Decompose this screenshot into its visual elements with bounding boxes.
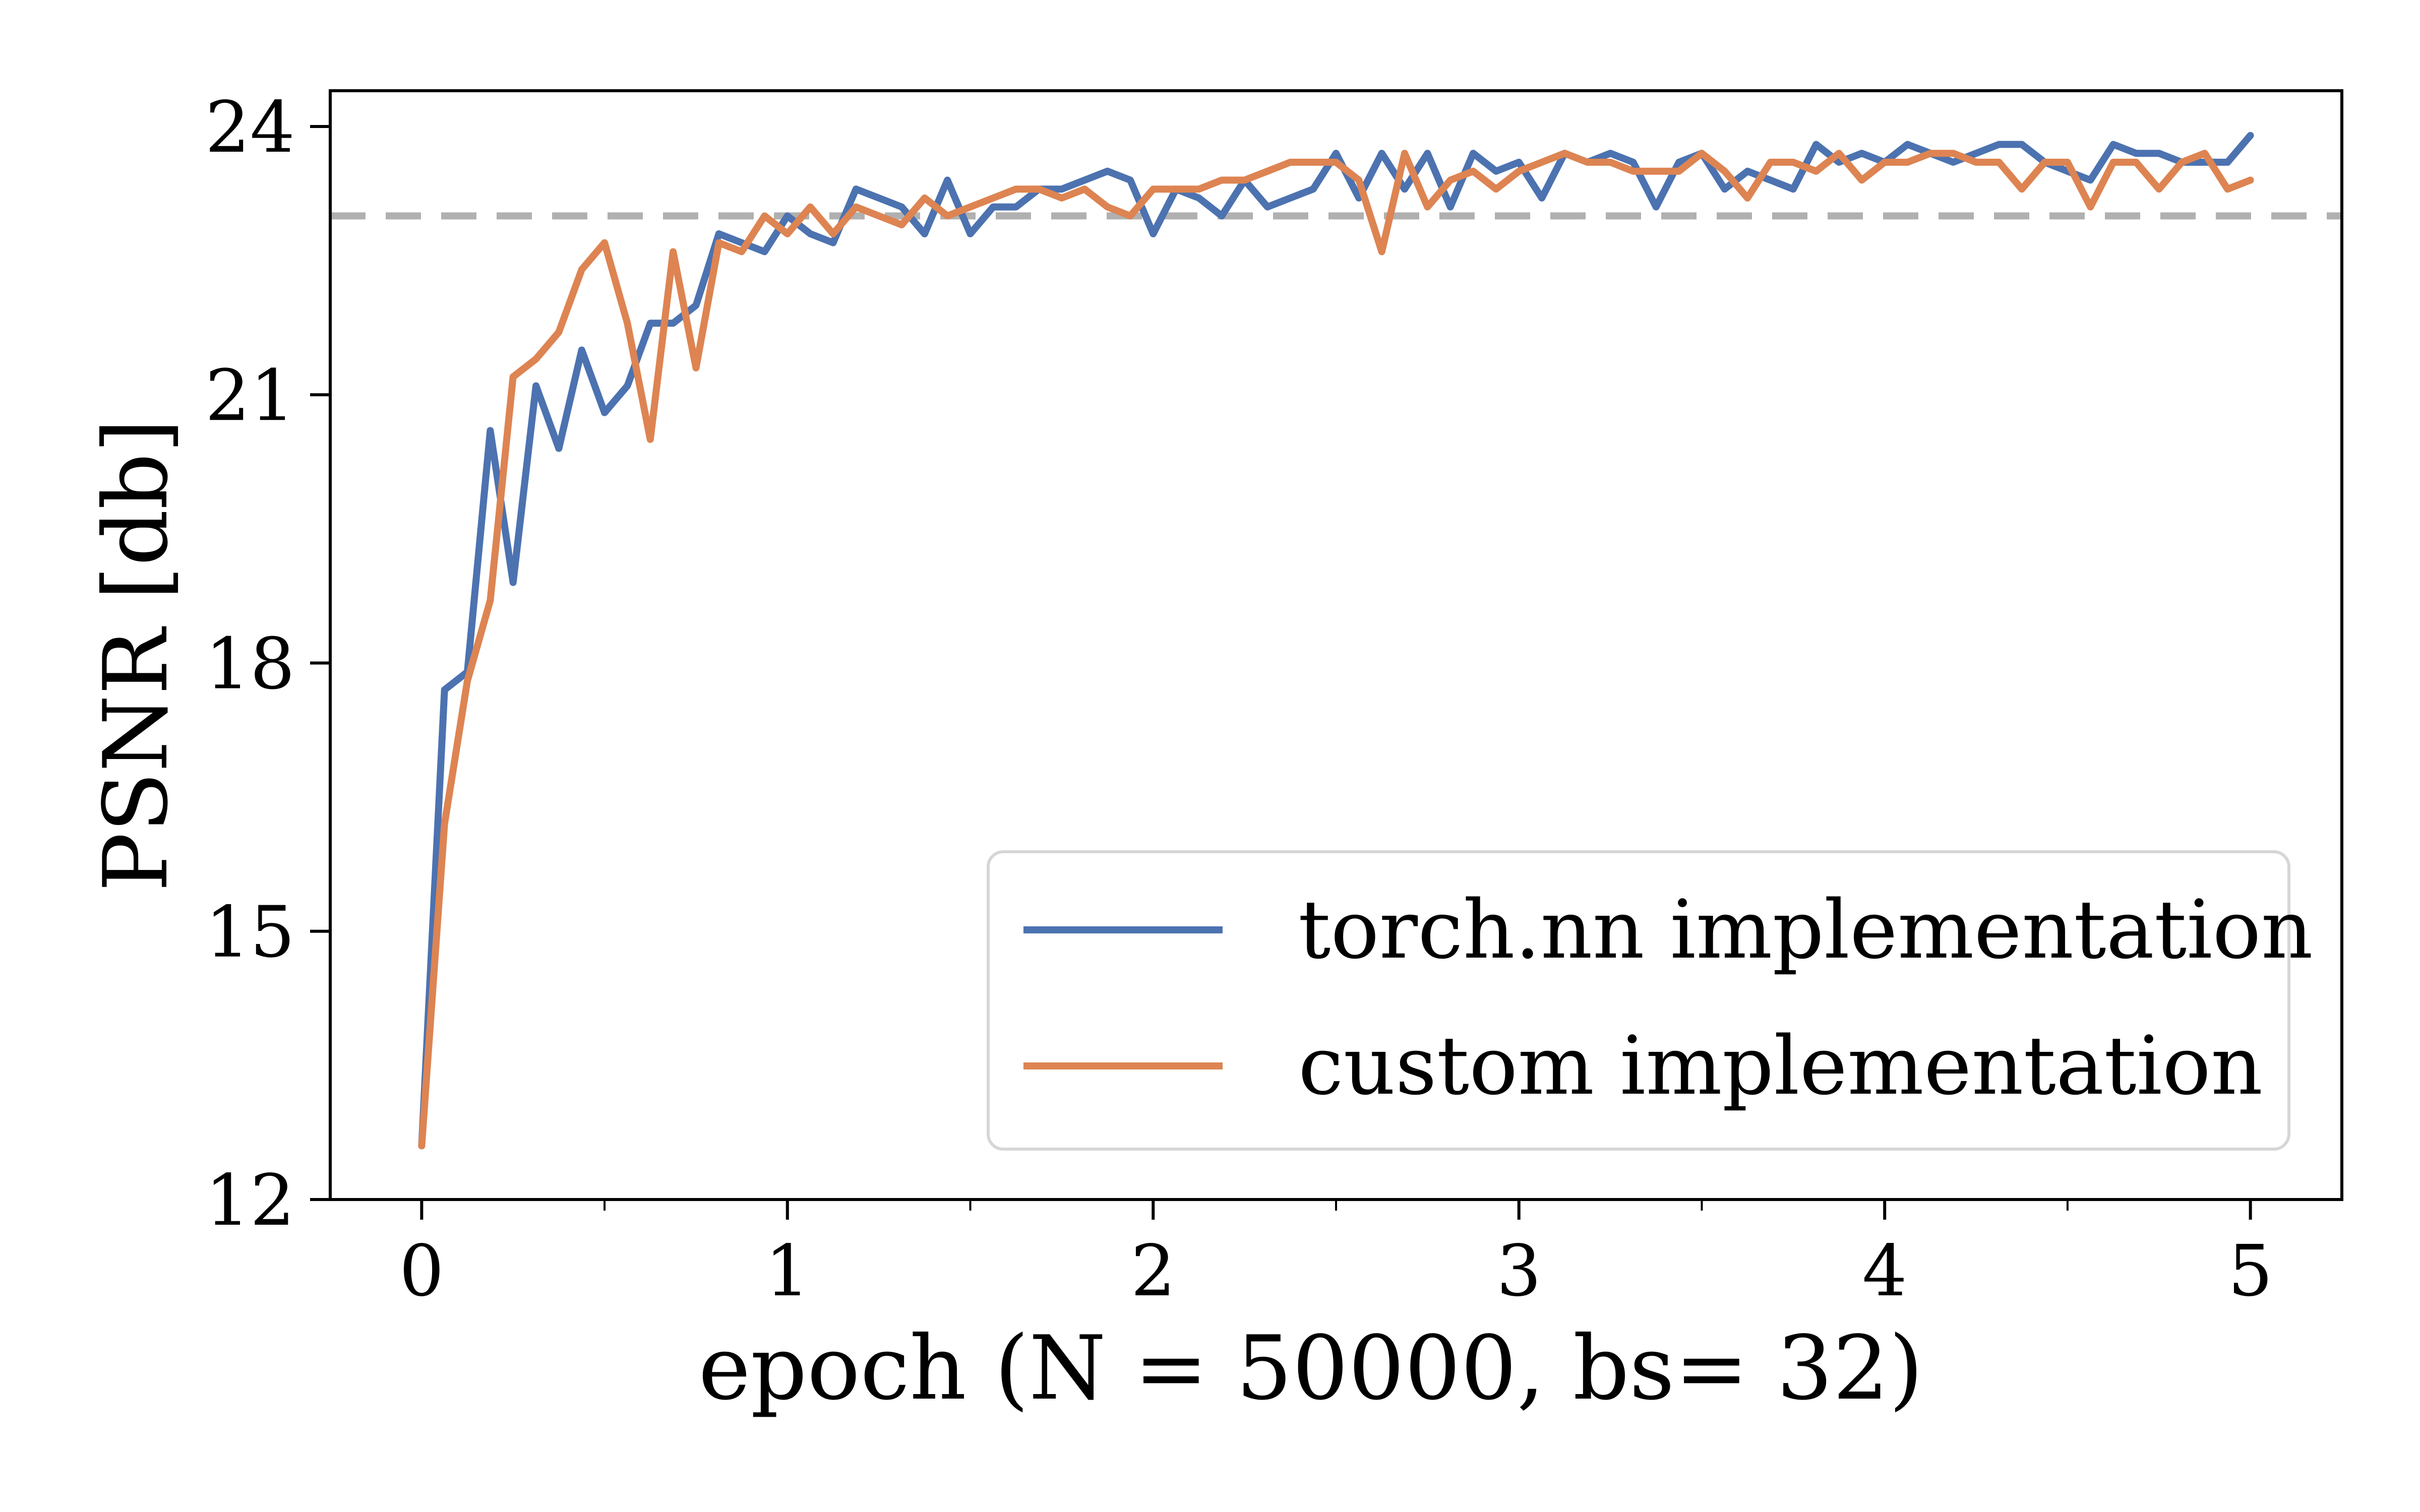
legend-label-1: torch.nn implementation — [1298, 883, 2313, 977]
y-axis-title: PSNR [db] — [85, 419, 188, 892]
legend: torch.nn implementation custom implementa… — [987, 850, 2313, 1151]
x-tick-label: 2 — [1131, 1230, 1176, 1312]
x-axis-title: epoch (N = 50000, bs= 32) — [698, 1317, 1923, 1420]
y-tick-label: 24 — [205, 87, 295, 169]
y-tick-label: 12 — [205, 1160, 295, 1242]
y-tick-label: 21 — [205, 355, 295, 437]
x-tick-label: 5 — [2228, 1230, 2273, 1312]
series-line-1 — [418, 132, 2254, 1150]
series-line-2 — [418, 150, 2254, 1150]
y-tick-label: 18 — [205, 623, 295, 705]
y-tick-label: 15 — [205, 892, 295, 974]
x-tick-label: 0 — [399, 1230, 444, 1312]
x-tick-label: 1 — [765, 1230, 810, 1312]
x-tick-label: 3 — [1496, 1230, 1541, 1312]
x-tick-label: 4 — [1862, 1230, 1907, 1312]
legend-label-2: custom implementation — [1298, 1019, 2263, 1113]
legend-box — [987, 850, 2290, 1151]
